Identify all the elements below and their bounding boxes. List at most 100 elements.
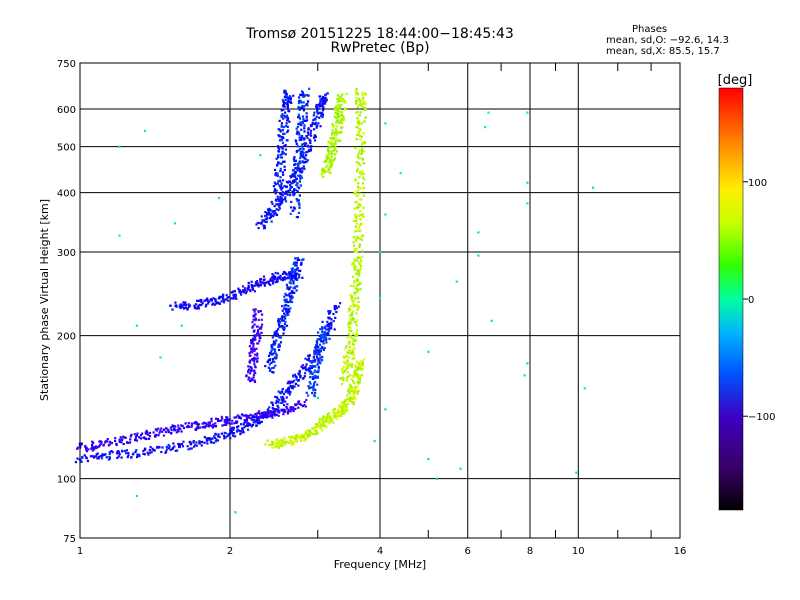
data-point [357,305,360,308]
data-point [289,271,292,274]
data-point [336,114,339,117]
data-point [354,100,358,103]
data-point [316,338,319,341]
data-point [278,179,282,183]
data-point [196,426,199,429]
data-point [280,122,284,125]
data-point [286,104,289,107]
data-point [292,263,295,266]
data-point [133,439,137,442]
data-point [283,410,287,413]
data-point [272,276,275,279]
data-point [303,142,306,145]
data-point [299,435,302,438]
data-point [315,115,318,118]
data-point [308,369,312,372]
data-point [348,363,351,366]
data-point [229,437,232,440]
data-point [242,423,245,426]
data-point [305,150,308,154]
data-point [345,410,348,413]
data-point [293,373,296,376]
data-point [279,325,282,328]
data-point [176,449,179,452]
data-point [224,298,228,301]
data-point [122,436,126,439]
data-point [318,102,321,105]
data-point [360,360,363,363]
data-point [292,276,295,279]
data-point [247,414,250,418]
data-point [455,280,458,283]
data-point [260,331,263,334]
data-point [281,199,284,202]
data-point [271,446,274,449]
data-point [290,295,293,298]
data-point [321,320,324,324]
data-point [358,263,361,266]
data-point [353,191,356,195]
data-point [283,105,286,108]
data-point [291,267,295,270]
data-point [257,332,260,335]
data-point [281,395,284,399]
data-point [348,340,351,343]
data-point [333,157,337,160]
data-point [317,349,320,352]
data-point [287,380,290,383]
data-point [359,282,362,285]
data-point [335,140,338,143]
data-point [221,295,225,298]
data-point [329,146,332,149]
data-point [262,275,266,278]
data-point [178,443,182,446]
data-point [311,375,315,379]
data-point [320,347,324,350]
data-point [358,134,362,138]
data-point [135,449,138,452]
y-tick-label: 400 [57,189,76,200]
data-point [289,439,292,442]
data-point [290,277,294,280]
data-point [234,420,238,423]
data-point [357,390,360,393]
data-point [286,403,289,406]
data-point [158,431,161,434]
data-point [309,376,312,379]
data-point [285,139,288,142]
data-point [315,105,318,108]
data-point [205,298,208,301]
data-point [342,404,345,407]
data-point [269,277,272,280]
data-point [227,295,230,299]
data-point [289,307,292,310]
data-point [285,283,289,286]
data-point [353,347,356,350]
data-point [320,97,323,100]
data-point [242,431,245,434]
data-point [309,139,312,142]
data-point [280,324,284,328]
data-point [201,426,204,429]
data-point [297,149,300,152]
data-point [250,377,253,380]
data-point [281,179,285,182]
data-point [314,135,317,139]
data-point [297,101,301,105]
data-point [252,414,255,417]
data-point [298,400,301,403]
data-point [146,451,149,454]
data-point [276,145,280,148]
data-point [257,330,260,333]
data-point [174,449,177,452]
data-point [350,296,354,299]
data-point [293,159,296,163]
data-point [304,367,307,370]
data-point [217,196,221,200]
data-point [359,259,363,262]
data-point [358,114,362,117]
data-point [298,133,301,136]
data-point [362,172,365,175]
data-point [212,297,215,300]
data-point [305,119,309,122]
